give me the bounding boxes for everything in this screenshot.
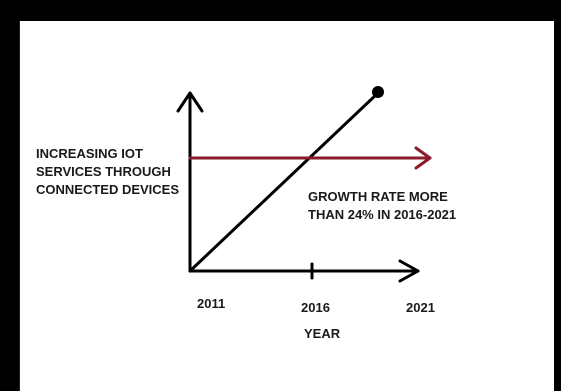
growth-line: [188, 91, 380, 273]
iot-services-arrowhead: [414, 146, 432, 170]
iot-growth-diagram: INCREASING IOT SERVICES THROUGH CONNECTE…: [36, 86, 456, 341]
y-axis-arrowhead: [176, 91, 204, 113]
diagram-frame: INCREASING IOT SERVICES THROUGH CONNECTE…: [19, 21, 554, 391]
x-tick-label-2016: 2016: [301, 300, 330, 315]
x-axis-arrowhead: [398, 259, 420, 283]
annotation-line: GROWTH RATE MORE: [308, 189, 448, 204]
y-axis-label-line: INCREASING IOT: [36, 146, 143, 161]
annotation-line: THAN 24% IN 2016-2021: [308, 207, 456, 222]
x-axis-label: YEAR: [304, 326, 341, 341]
y-axis-label-line: SERVICES THROUGH: [36, 164, 171, 179]
x-tick-label-2011: 2011: [197, 296, 225, 311]
x-tick-label-2021: 2021: [406, 300, 435, 315]
growth-rate-annotation: GROWTH RATE MORE THAN 24% IN 2016-2021: [308, 189, 456, 222]
y-axis-label: INCREASING IOT SERVICES THROUGH CONNECTE…: [36, 146, 179, 197]
y-axis-label-line: CONNECTED DEVICES: [36, 182, 179, 197]
growth-line-endpoint: [372, 86, 384, 98]
